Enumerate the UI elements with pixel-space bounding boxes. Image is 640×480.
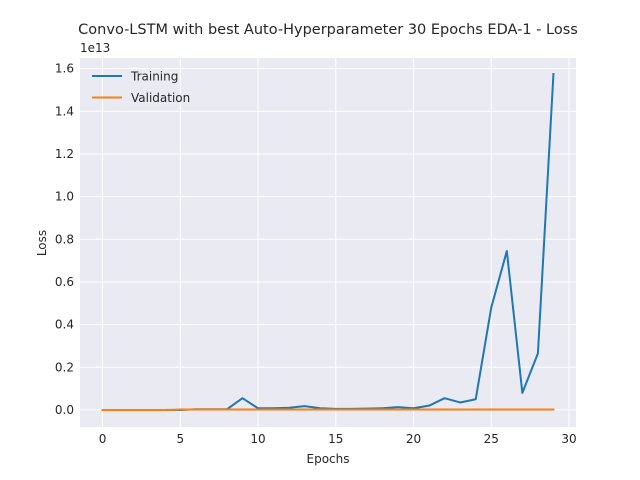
y-axis-label: Loss — [35, 230, 49, 256]
y-tick-label: 1.0 — [55, 190, 74, 204]
x-tick-label: 15 — [328, 432, 343, 446]
legend-label-validation: Validation — [131, 91, 190, 105]
x-tick-label: 25 — [484, 432, 499, 446]
y-tick-label: 1.2 — [55, 147, 74, 161]
tick-labels: 0 5 10 15 20 25 30 0.0 0.2 0.4 0.6 0.8 1.0 1.2 1.4 1.6 — [55, 62, 577, 446]
x-axis-label: Epochs — [307, 452, 350, 466]
plot-area — [80, 58, 576, 427]
x-tick-label: 5 — [176, 432, 184, 446]
series-lines — [101, 72, 555, 411]
y-tick-label: 0.0 — [55, 403, 74, 417]
chart-title: Convo-LSTM with best Auto-Hyperparameter… — [78, 22, 578, 38]
x-tick-label: 10 — [250, 432, 265, 446]
y-tick-label: 0.6 — [55, 275, 74, 289]
x-tick-label: 30 — [561, 432, 576, 446]
x-tick-label: 20 — [406, 432, 421, 446]
x-tick-label: 0 — [99, 432, 107, 446]
y-scale-multiplier: 1e13 — [80, 41, 110, 55]
y-tick-label: 0.8 — [55, 232, 74, 246]
y-tick-label: 0.4 — [55, 318, 74, 332]
legend-label-training: Training — [130, 70, 178, 84]
y-tick-label: 1.6 — [55, 62, 74, 76]
y-tick-label: 0.2 — [55, 360, 74, 374]
y-tick-label: 1.4 — [55, 104, 74, 118]
legend: Training Validation — [92, 70, 190, 105]
